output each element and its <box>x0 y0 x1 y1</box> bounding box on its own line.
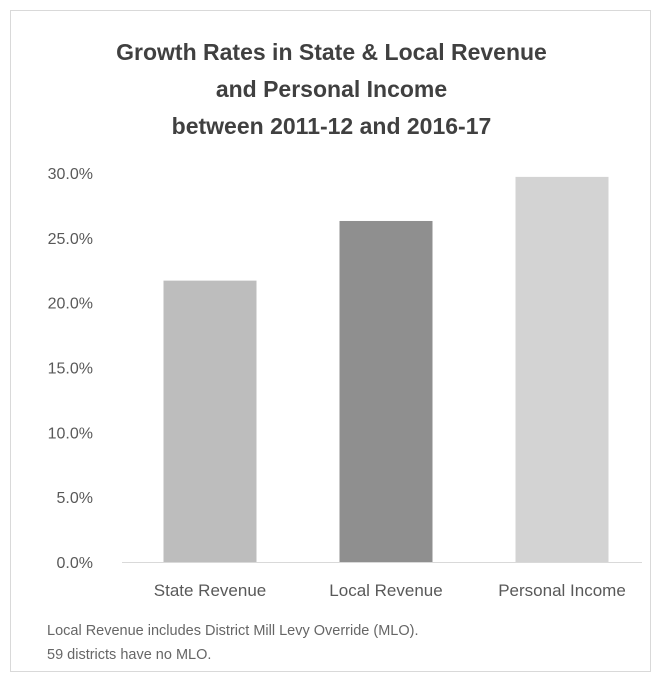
chart-title-line-1: Growth Rates in State & Local Revenue <box>116 39 547 65</box>
y-tick-label: 30.0% <box>48 166 93 183</box>
x-tick-label: Local Revenue <box>329 581 442 600</box>
x-tick-label: Personal Income <box>498 581 626 600</box>
y-tick-label: 25.0% <box>48 231 93 248</box>
bar-local-revenue <box>339 220 433 562</box>
y-tick-label: 0.0% <box>57 555 93 572</box>
chart-title-line-3: between 2011-12 and 2016-17 <box>171 113 492 139</box>
x-axis-labels: State Revenue Local Revenue Personal Incom… <box>154 581 626 600</box>
y-tick-label: 20.0% <box>48 296 93 313</box>
chart-title: Growth Rates in State & Local Revenue an… <box>0 34 663 145</box>
y-tick-label: 10.0% <box>48 425 93 442</box>
y-axis-labels: 0.0% 5.0% 10.0% 15.0% 20.0% 25.0% 30.0% <box>48 166 93 572</box>
footnote-line-2: 59 districts have no MLO. <box>47 647 212 663</box>
chart-title-line-2: and Personal Income <box>215 76 448 102</box>
y-tick-label: 15.0% <box>48 361 93 378</box>
footnote-line-1: Local Revenue includes District Mill Lev… <box>47 623 419 639</box>
bars <box>163 176 609 562</box>
x-tick-label: State Revenue <box>154 581 266 600</box>
bar-personal-income <box>515 176 609 562</box>
bar-state-revenue <box>163 280 257 562</box>
y-tick-label: 5.0% <box>57 490 93 507</box>
footnote: Local Revenue includes District Mill Lev… <box>47 619 419 667</box>
